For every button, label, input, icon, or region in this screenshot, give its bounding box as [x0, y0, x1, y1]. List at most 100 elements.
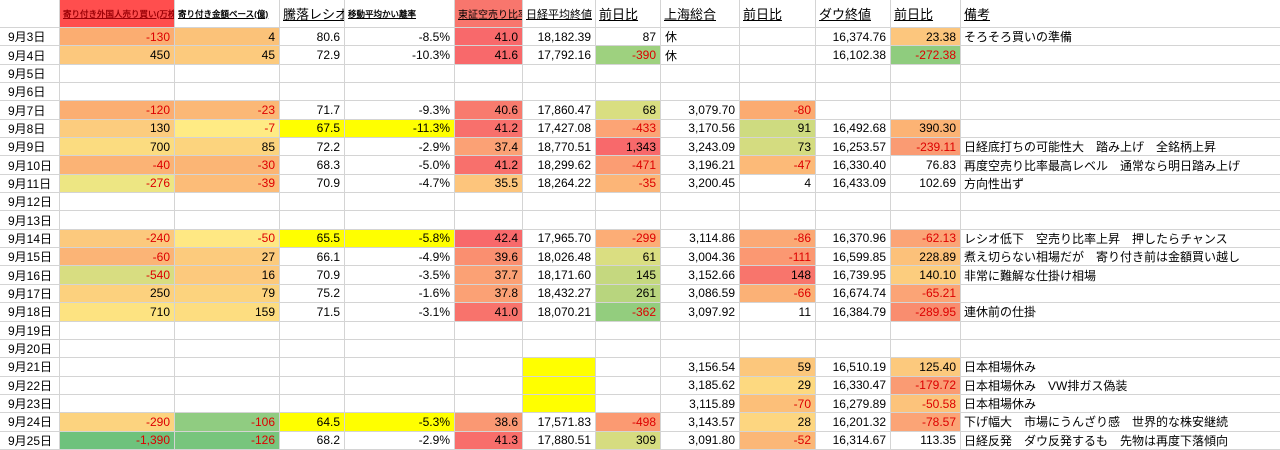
open-amount-base-cell[interactable]: 159	[175, 303, 280, 322]
tse-short-ratio-cell[interactable]: 41.3	[455, 431, 523, 450]
column-header-dow-change[interactable]: 前日比	[891, 0, 961, 28]
ma-divergence-cell[interactable]: -4.7%	[345, 174, 455, 194]
dow-close-cell[interactable]	[816, 339, 891, 359]
nikkei-change-cell[interactable]: -390	[596, 46, 661, 65]
dow-change-cell[interactable]: -62.13	[891, 229, 961, 249]
nikkei-change-cell[interactable]: -35	[596, 174, 661, 194]
date-cell[interactable]: 9月22日	[0, 376, 60, 395]
shanghai-composite-cell[interactable]: 3,097.92	[661, 303, 740, 322]
shanghai-composite-cell[interactable]	[661, 211, 740, 230]
updown-ratio-cell[interactable]: 67.5	[280, 119, 345, 139]
dow-close-cell[interactable]	[816, 64, 891, 84]
dow-change-cell[interactable]: 113.35	[891, 431, 961, 450]
nikkei-change-cell[interactable]: -471	[596, 156, 661, 175]
date-cell[interactable]: 9月6日	[0, 83, 60, 102]
updown-ratio-cell[interactable]	[280, 376, 345, 395]
shanghai-change-cell[interactable]: 91	[740, 119, 816, 139]
updown-ratio-cell[interactable]	[280, 358, 345, 377]
shanghai-composite-cell[interactable]: 3,091.80	[661, 431, 740, 450]
shanghai-composite-cell[interactable]: 3,143.57	[661, 413, 740, 432]
tse-short-ratio-cell[interactable]: 40.6	[455, 101, 523, 120]
ma-divergence-cell[interactable]: -2.9%	[345, 431, 455, 450]
foreign-open-buy-cell[interactable]	[60, 64, 175, 84]
updown-ratio-cell[interactable]: 72.2	[280, 138, 345, 157]
open-amount-base-cell[interactable]: -50	[175, 229, 280, 249]
remark-cell[interactable]	[961, 211, 1280, 230]
remark-cell[interactable]: 方向性出ず	[961, 175, 1280, 194]
tse-short-ratio-cell[interactable]: 41.2	[455, 119, 523, 139]
ma-divergence-cell[interactable]	[345, 339, 455, 359]
dow-close-cell[interactable]	[816, 321, 891, 340]
shanghai-change-cell[interactable]: -86	[740, 229, 816, 249]
ma-divergence-cell[interactable]: -10.3%	[345, 46, 455, 65]
ma-divergence-cell[interactable]	[345, 376, 455, 395]
shanghai-composite-cell[interactable]	[661, 83, 740, 102]
dow-close-cell[interactable]: 16,330.47	[816, 376, 891, 395]
dow-change-cell[interactable]	[891, 64, 961, 84]
tse-short-ratio-cell[interactable]	[455, 64, 523, 84]
remark-cell[interactable]	[961, 65, 1280, 84]
nikkei-close-cell[interactable]	[523, 83, 596, 102]
foreign-open-buy-cell[interactable]: 700	[60, 138, 175, 157]
dow-close-cell[interactable]: 16,330.40	[816, 156, 891, 175]
column-header-shanghai-change[interactable]: 前日比	[740, 0, 816, 28]
tse-short-ratio-cell[interactable]: 39.6	[455, 248, 523, 267]
nikkei-close-cell[interactable]: 18,432.27	[523, 284, 596, 304]
foreign-open-buy-cell[interactable]	[60, 394, 175, 414]
open-amount-base-cell[interactable]	[175, 376, 280, 395]
tse-short-ratio-cell[interactable]	[455, 358, 523, 377]
shanghai-change-cell[interactable]: 148	[740, 266, 816, 285]
updown-ratio-cell[interactable]: 68.3	[280, 156, 345, 175]
nikkei-change-cell[interactable]: 61	[596, 248, 661, 267]
shanghai-change-cell[interactable]	[740, 339, 816, 359]
shanghai-composite-cell[interactable]	[661, 339, 740, 359]
dow-change-cell[interactable]	[891, 211, 961, 230]
foreign-open-buy-cell[interactable]: 450	[60, 46, 175, 65]
dow-change-cell[interactable]: 76.83	[891, 156, 961, 175]
remark-cell[interactable]	[961, 285, 1280, 304]
dow-close-cell[interactable]	[816, 83, 891, 102]
ma-divergence-cell[interactable]: -2.9%	[345, 138, 455, 157]
nikkei-close-cell[interactable]: 18,770.51	[523, 138, 596, 157]
ma-divergence-cell[interactable]: -3.5%	[345, 266, 455, 285]
date-cell[interactable]: 9月7日	[0, 101, 60, 120]
shanghai-composite-cell[interactable]: 休	[661, 46, 740, 65]
updown-ratio-cell[interactable]: 72.9	[280, 46, 345, 65]
nikkei-change-cell[interactable]	[596, 321, 661, 340]
nikkei-change-cell[interactable]: -433	[596, 119, 661, 139]
updown-ratio-cell[interactable]: 71.7	[280, 101, 345, 120]
updown-ratio-cell[interactable]: 64.5	[280, 413, 345, 432]
updown-ratio-cell[interactable]	[280, 321, 345, 340]
shanghai-change-cell[interactable]: -70	[740, 394, 816, 414]
open-amount-base-cell[interactable]: -126	[175, 431, 280, 450]
nikkei-close-cell[interactable]: 17,880.51	[523, 431, 596, 450]
nikkei-change-cell[interactable]: -299	[596, 229, 661, 249]
remark-cell[interactable]: 日本相場休み	[961, 358, 1280, 377]
date-cell[interactable]: 9月10日	[0, 156, 60, 175]
updown-ratio-cell[interactable]: 70.9	[280, 174, 345, 194]
date-cell[interactable]: 9月15日	[0, 248, 60, 267]
shanghai-change-cell[interactable]: 29	[740, 376, 816, 395]
dow-close-cell[interactable]: 16,433.09	[816, 174, 891, 194]
updown-ratio-cell[interactable]: 65.5	[280, 229, 345, 249]
open-amount-base-cell[interactable]	[175, 339, 280, 359]
foreign-open-buy-cell[interactable]: -290	[60, 413, 175, 432]
shanghai-composite-cell[interactable]: 3,115.89	[661, 394, 740, 414]
dow-change-cell[interactable]: 102.69	[891, 174, 961, 194]
dow-close-cell[interactable]	[816, 211, 891, 230]
nikkei-change-cell[interactable]: 68	[596, 101, 661, 120]
open-amount-base-cell[interactable]	[175, 193, 280, 212]
shanghai-composite-cell[interactable]: 3,114.86	[661, 229, 740, 249]
open-amount-base-cell[interactable]	[175, 358, 280, 377]
open-amount-base-cell[interactable]: 85	[175, 138, 280, 157]
foreign-open-buy-cell[interactable]: 710	[60, 303, 175, 322]
nikkei-change-cell[interactable]	[596, 339, 661, 359]
dow-close-cell[interactable]	[816, 101, 891, 120]
remark-cell[interactable]	[961, 120, 1280, 139]
shanghai-composite-cell[interactable]: 3,004.36	[661, 248, 740, 267]
ma-divergence-cell[interactable]	[345, 358, 455, 377]
updown-ratio-cell[interactable]: 68.2	[280, 431, 345, 450]
ma-divergence-cell[interactable]: -5.8%	[345, 229, 455, 249]
dow-change-cell[interactable]: -179.72	[891, 376, 961, 395]
shanghai-change-cell[interactable]	[740, 321, 816, 340]
